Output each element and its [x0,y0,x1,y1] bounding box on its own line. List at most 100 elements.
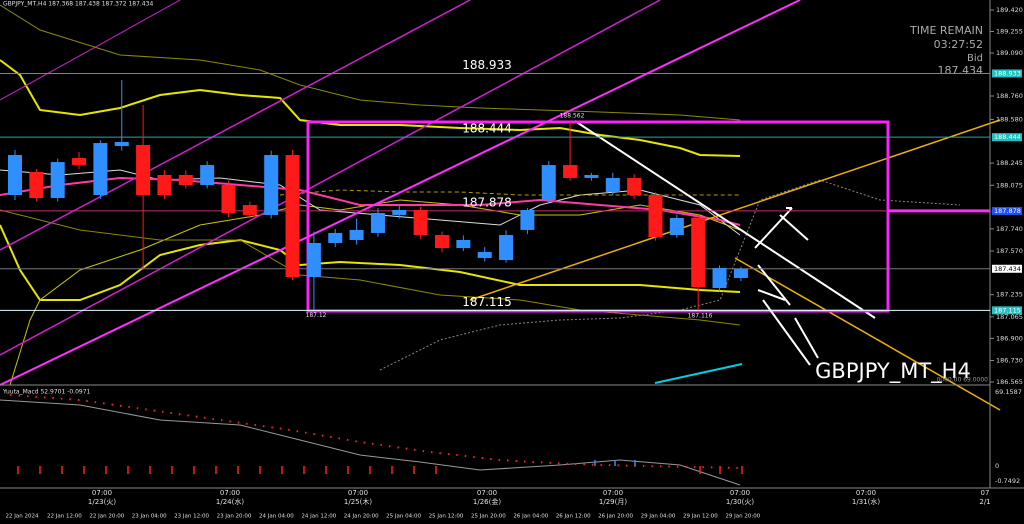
x-minor-label: 25 Jan 12:00 [429,514,464,520]
candle-body [200,165,215,185]
indicator-axis-label: 69.1587 [995,388,1022,396]
bid-label: Bid [967,53,983,64]
x-minor-label: 29 Jan 04:00 [641,514,676,520]
x-time-label: 07 [981,489,990,497]
candle-body [520,210,535,230]
low-label: 187.12 [306,312,327,319]
candle-body [648,195,663,237]
x-minor-label: 22 Jan 20:00 [89,514,124,520]
x-time-label: 07:00 [92,489,112,497]
bid-price-label: 187.434 [994,265,1021,273]
candle-body [29,171,44,199]
indicator-axis-label: 0 [995,462,999,470]
pane-note: 0000.00 69.0000 [936,377,988,384]
x-minor-label: 23 Jan 12:00 [174,514,209,520]
y-tick-label: 189.090 [996,49,1023,57]
watermark: GBPJPY_MT_H4 [815,359,971,384]
x-date-label: 1/30(火) [726,498,754,506]
candle-body [435,235,449,249]
level-price-box [992,133,1022,142]
candle-body [370,213,385,233]
candle-body [136,144,151,196]
x-minor-label: 24 Jan 20:00 [344,514,379,520]
x-date-label: 1/24(水) [216,497,244,506]
x-time-label: 07:00 [220,489,240,497]
x-minor-label: 24 Jan 12:00 [301,514,336,520]
y-tick-label: 186.900 [996,334,1023,342]
level-price-label: 187.878 [994,207,1021,215]
indicator-overlays [0,0,1001,411]
x-minor-label: 23 Jan 04:00 [132,514,167,520]
x-minor-label: 29 Jan 12:00 [683,514,718,520]
candle-body [499,235,514,261]
y-tick-label: 187.065 [996,313,1023,321]
x-time-label: 07:00 [477,489,497,497]
candle-body [8,155,22,196]
x-minor-label: 24 Jan 04:00 [259,514,294,520]
y-tick-label: 188.245 [996,159,1023,167]
candle-body [584,174,599,178]
level-label: 188.444 [462,122,512,136]
level-label: 187.115 [462,295,512,309]
candle-body [50,162,65,199]
level-price-label: 187.115 [994,306,1021,314]
x-minor-label: 23 Jan 20:00 [217,514,252,520]
x-minor-label: 25 Jan 04:00 [386,514,421,520]
y-tick-label: 189.420 [996,6,1023,14]
x-date-label: 1/23(火) [88,498,116,506]
y-tick-label: 188.580 [996,115,1023,123]
candle-body [605,177,620,193]
candle-body [178,174,193,185]
candle-body [477,251,492,258]
candle-body [541,165,556,200]
y-tick-label: 188.075 [996,181,1023,189]
level-label: 188.933 [462,58,512,72]
x-date-label: 2/1 [979,498,990,506]
x-time-label: 07:00 [856,489,876,497]
chart-header: GBPJPY_MT,H4 187.368 187.438 187.372 187… [3,1,153,8]
candle-body [392,210,407,215]
indicator-title: Yuuta_Macd 52.9701 -0.0971 [2,389,91,396]
low-label: 187.116 [688,313,713,320]
candle-body [306,242,321,277]
candle-body [328,232,343,243]
time-remain: 03:27:52 [934,38,983,51]
level-price-box [992,69,1022,78]
candle-body [285,155,300,277]
candle-body [72,158,87,166]
y-tick-label: 187.570 [996,247,1023,255]
candle-body [264,155,279,215]
x-date-label: 1/31(水) [852,497,880,506]
x-minor-label: 26 Jan 20:00 [598,514,633,520]
y-tick-label: 188.760 [996,92,1023,100]
candle-body [669,217,684,236]
y-tick-label: 189.255 [996,27,1023,35]
candle-body [349,229,364,240]
x-minor-label: 26 Jan 04:00 [513,514,548,520]
candle-body [157,174,172,196]
bid-value: 187.434 [938,64,984,77]
x-time-label: 07:00 [348,489,368,497]
candle-body [242,205,257,215]
candle-body [733,268,748,279]
candle-body [93,143,108,196]
x-date-label: 1/26(金) [473,497,501,506]
candle-body [563,165,578,178]
x-minor-label: 26 Jan 12:00 [556,514,591,520]
candle-body [221,184,236,214]
high-label: 188.562 [560,112,585,119]
x-date-label: 1/29(月) [599,498,627,506]
x-minor-label: 22 Jan 12:00 [47,514,82,520]
candle-body [456,239,471,249]
level-price-label: 188.444 [994,133,1021,141]
y-tick-label: 186.730 [996,357,1023,365]
indicator-axis-label: -0.7492 [995,477,1020,485]
y-tick-label: 187.235 [996,291,1023,299]
x-time-label: 07:00 [603,489,623,497]
time-remain-title: TIME REMAIN [909,24,983,37]
x-date-label: 1/25(木) [344,497,372,506]
candle-body [712,267,727,289]
candle-body [114,141,129,147]
